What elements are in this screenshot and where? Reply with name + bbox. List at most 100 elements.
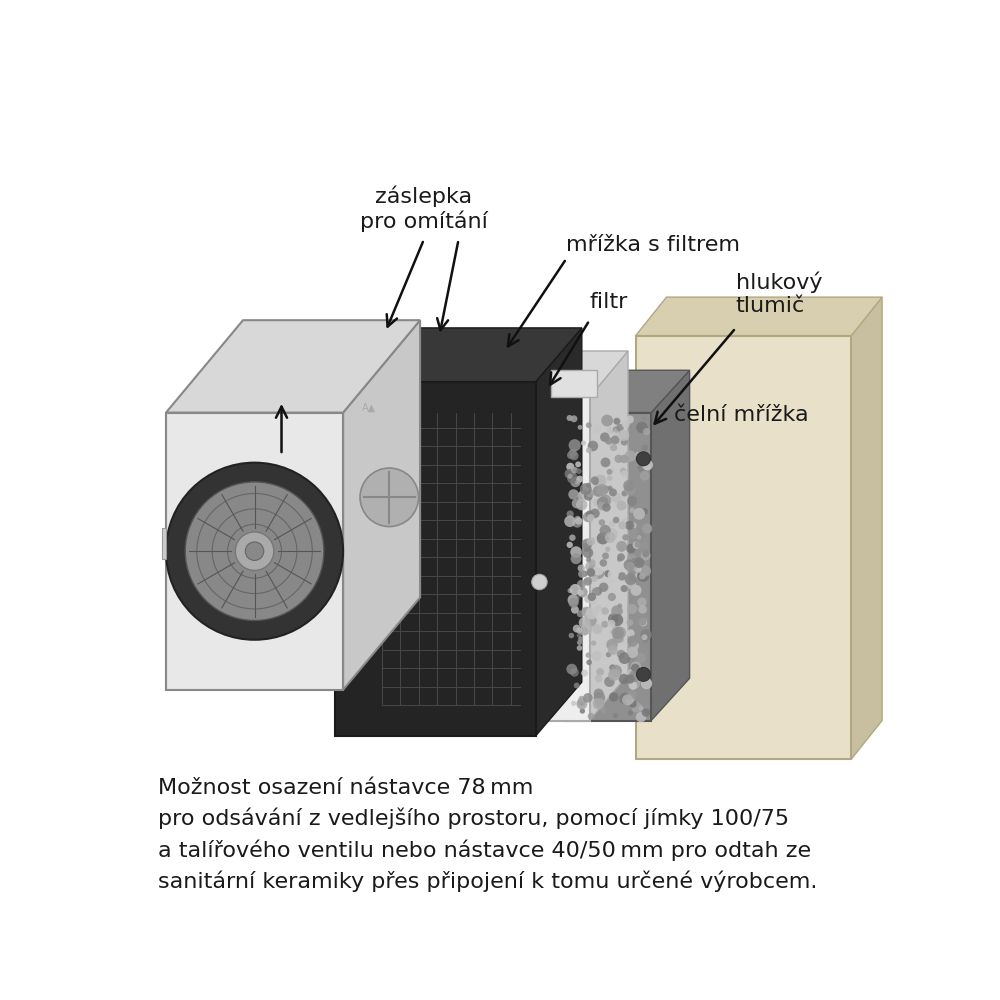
Circle shape: [606, 639, 618, 650]
Circle shape: [608, 613, 618, 624]
Circle shape: [608, 486, 613, 491]
Circle shape: [608, 569, 619, 580]
Circle shape: [569, 598, 579, 608]
Circle shape: [618, 572, 626, 581]
Circle shape: [641, 415, 647, 421]
Circle shape: [593, 698, 605, 710]
Polygon shape: [489, 397, 590, 721]
Circle shape: [576, 468, 582, 474]
Circle shape: [636, 422, 648, 433]
Circle shape: [597, 532, 609, 544]
Circle shape: [642, 444, 648, 451]
Circle shape: [584, 579, 589, 583]
Circle shape: [636, 452, 650, 466]
Circle shape: [610, 630, 615, 634]
Circle shape: [614, 627, 626, 639]
Polygon shape: [335, 382, 536, 736]
Circle shape: [578, 425, 583, 430]
Circle shape: [602, 486, 609, 493]
Circle shape: [600, 495, 611, 506]
Polygon shape: [536, 328, 582, 736]
Circle shape: [638, 706, 644, 711]
Circle shape: [580, 708, 585, 714]
Text: Možnost osazení nástavce 78 mm
pro odsávání z vedlejšího prostoru, pomocí jímky : Možnost osazení nástavce 78 mm pro odsáv…: [158, 778, 818, 892]
Circle shape: [611, 614, 623, 626]
Circle shape: [623, 480, 635, 491]
Circle shape: [587, 568, 595, 577]
Text: záslepka
pro omítání: záslepka pro omítání: [360, 185, 488, 232]
Circle shape: [626, 544, 636, 553]
Circle shape: [627, 581, 636, 590]
Circle shape: [624, 559, 635, 571]
Circle shape: [629, 670, 641, 682]
Circle shape: [612, 626, 622, 636]
Circle shape: [567, 594, 579, 606]
Circle shape: [627, 555, 637, 565]
Circle shape: [577, 580, 586, 589]
Circle shape: [628, 710, 633, 716]
Circle shape: [593, 587, 602, 596]
Polygon shape: [566, 413, 651, 721]
Circle shape: [605, 547, 611, 552]
Circle shape: [185, 482, 324, 620]
Circle shape: [600, 559, 607, 567]
Circle shape: [622, 534, 629, 541]
Polygon shape: [551, 370, 597, 397]
Circle shape: [625, 573, 637, 585]
Circle shape: [615, 667, 627, 679]
Circle shape: [635, 566, 642, 573]
Circle shape: [637, 597, 647, 607]
Circle shape: [571, 701, 576, 706]
Circle shape: [639, 573, 645, 580]
Circle shape: [567, 415, 573, 421]
Circle shape: [636, 667, 650, 681]
Circle shape: [635, 541, 642, 548]
Circle shape: [579, 617, 591, 629]
Circle shape: [586, 483, 591, 488]
Circle shape: [567, 473, 578, 484]
Circle shape: [570, 668, 579, 677]
Circle shape: [613, 430, 619, 437]
Circle shape: [576, 699, 587, 709]
Circle shape: [628, 690, 637, 699]
Circle shape: [571, 467, 578, 474]
Circle shape: [582, 607, 593, 617]
Circle shape: [616, 424, 624, 432]
Text: mřížka s filtrem: mřížka s filtrem: [566, 235, 740, 255]
Circle shape: [582, 543, 591, 552]
Circle shape: [360, 468, 419, 527]
Circle shape: [622, 518, 627, 523]
Circle shape: [575, 516, 581, 522]
Circle shape: [532, 574, 547, 590]
Circle shape: [595, 698, 604, 708]
Circle shape: [639, 566, 649, 576]
Circle shape: [577, 491, 587, 501]
Circle shape: [606, 652, 611, 657]
Circle shape: [593, 480, 598, 485]
Circle shape: [633, 572, 639, 578]
Circle shape: [595, 605, 602, 612]
Circle shape: [609, 488, 617, 496]
Circle shape: [613, 632, 624, 643]
Circle shape: [627, 635, 638, 646]
Circle shape: [589, 596, 597, 604]
Circle shape: [640, 454, 646, 460]
Circle shape: [628, 677, 640, 689]
Circle shape: [584, 577, 592, 586]
Circle shape: [591, 476, 599, 485]
Circle shape: [586, 557, 591, 562]
Circle shape: [573, 595, 580, 601]
Circle shape: [584, 492, 593, 501]
Circle shape: [600, 432, 610, 442]
Circle shape: [627, 629, 635, 637]
Circle shape: [624, 653, 629, 658]
Circle shape: [572, 517, 582, 528]
Circle shape: [642, 637, 648, 643]
Circle shape: [630, 585, 642, 596]
Circle shape: [575, 517, 582, 525]
Circle shape: [586, 607, 598, 619]
Circle shape: [587, 514, 595, 522]
Circle shape: [631, 702, 642, 713]
Circle shape: [637, 535, 641, 540]
Circle shape: [601, 415, 613, 426]
